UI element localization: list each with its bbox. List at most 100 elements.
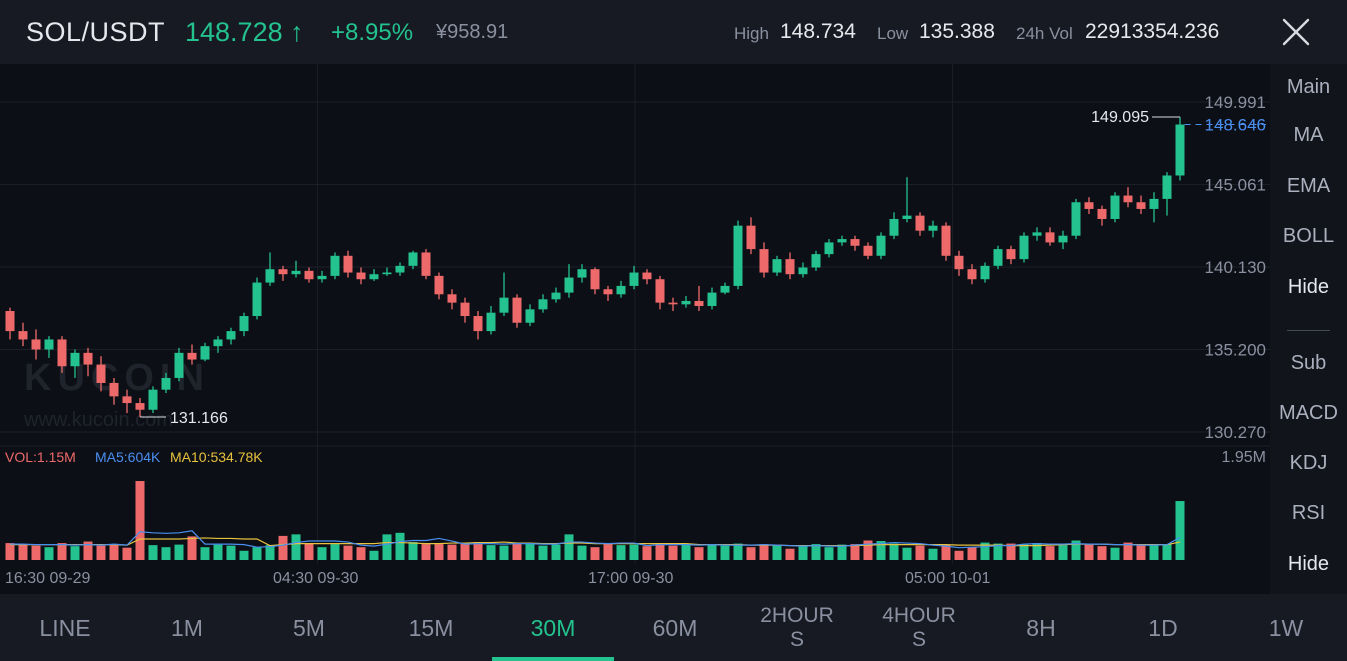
- candle-body: [928, 225, 938, 231]
- volume-bar: [395, 532, 405, 560]
- time-axis-label: 16:30 09-29: [5, 570, 91, 587]
- ma5-volume-line: [10, 530, 1181, 549]
- price-cny: ¥958.91: [436, 21, 509, 43]
- volume-bar: [44, 547, 54, 560]
- timeframe-1w[interactable]: 1W: [1268, 614, 1304, 641]
- candle-body: [720, 285, 730, 293]
- timeframe-5m[interactable]: 5M: [293, 614, 325, 641]
- close-icon[interactable]: [1280, 16, 1312, 48]
- volume-bar: [57, 543, 67, 560]
- candle-body: [213, 339, 223, 347]
- price-axis-label: 149.991: [1205, 93, 1266, 112]
- candle-body: [369, 274, 379, 280]
- timeframe-60m[interactable]: 60M: [652, 614, 698, 641]
- timeframe-1d[interactable]: 1D: [1148, 614, 1178, 641]
- ma10-legend: MA10:534.78K: [170, 449, 263, 465]
- kucoin-watermark: KUCOIN www.kucoin.com: [23, 357, 204, 431]
- candle-body: [96, 364, 106, 383]
- sub-indicator-hide[interactable]: Hide: [1287, 553, 1330, 575]
- price-axis-label: 145.061: [1205, 176, 1266, 195]
- candle-body: [902, 215, 912, 219]
- timeframe-30m[interactable]: 30M: [492, 594, 614, 661]
- volume-bar: [564, 534, 574, 560]
- price-axis-label: 135.200: [1205, 341, 1266, 360]
- timeframe-line[interactable]: LINE: [39, 614, 91, 641]
- indicator-macd[interactable]: MACD: [1279, 402, 1338, 424]
- candle-body: [486, 312, 496, 332]
- timeframe-4hours[interactable]: 4HOUR S: [882, 603, 956, 651]
- timeframe-8h[interactable]: 8H: [1026, 614, 1056, 641]
- volume-bar: [239, 550, 249, 560]
- timeframe-15m[interactable]: 15M: [408, 614, 454, 641]
- candle-body: [57, 339, 67, 367]
- candle-body: [798, 267, 808, 275]
- volume-bar: [317, 547, 327, 560]
- candle-body: [746, 225, 756, 250]
- volume-bar: [1058, 545, 1068, 560]
- volume-bar: [122, 547, 132, 560]
- volume-bar: [1097, 546, 1107, 560]
- candle-body: [200, 346, 210, 360]
- candle-body: [252, 282, 262, 317]
- candle-body: [460, 302, 470, 317]
- candle-body: [265, 269, 275, 283]
- indicator-boll[interactable]: BOLL: [1282, 225, 1335, 247]
- volume-bar: [616, 545, 626, 560]
- volume-bar: [850, 544, 860, 560]
- volume-bar: [902, 547, 912, 560]
- candle-body: [694, 300, 704, 306]
- candle-body: [863, 245, 873, 256]
- volume-bar: [655, 543, 665, 560]
- volume-bar: [5, 543, 15, 560]
- timeframe-1m[interactable]: 1M: [171, 614, 203, 641]
- volume-bar: [993, 543, 1003, 560]
- candlestick-chart[interactable]: KUCOIN www.kucoin.com 149.991 145.061 140.…: [0, 64, 1270, 594]
- ma5-legend: MA5:604K: [95, 449, 161, 465]
- volume-bar: [1162, 544, 1172, 560]
- volume-bar: [603, 544, 613, 560]
- candle-body: [525, 309, 535, 323]
- candle-body: [1149, 198, 1159, 209]
- volume-bar: [369, 550, 379, 560]
- volume-bar: [1110, 547, 1120, 560]
- volume-bar: [1032, 543, 1042, 560]
- candle-body: [824, 242, 834, 255]
- main-indicator-hide[interactable]: Hide: [1287, 276, 1330, 298]
- indicator-rsi[interactable]: RSI: [1291, 502, 1326, 524]
- candle-body: [499, 297, 509, 313]
- candle-body: [967, 269, 977, 280]
- volume-value: 22913354.236: [1085, 20, 1220, 43]
- timeframe-bar: LINE 1M 5M 15M 30M 60M 2HOUR S 4HOUR S 8H 1D 1W: [0, 594, 1347, 661]
- candle-body: [395, 265, 405, 273]
- volume-bar: [421, 544, 431, 560]
- volume-bar: [746, 547, 756, 560]
- candle-body: [915, 215, 925, 231]
- volume-bar: [408, 542, 418, 560]
- high-value: 148.734: [780, 20, 856, 43]
- volume-bar: [1006, 543, 1016, 560]
- timeframe-2hours[interactable]: 2HOUR S: [760, 603, 834, 651]
- volume-bar: [161, 547, 171, 560]
- candle-body: [330, 255, 340, 276]
- volume-bar: [577, 545, 587, 560]
- candle-body: [421, 252, 431, 276]
- indicator-kdj[interactable]: KDJ: [1289, 452, 1328, 474]
- candle-body: [1019, 235, 1029, 260]
- price-up-arrow-icon: ↑: [290, 17, 304, 47]
- candle-body: [239, 316, 249, 332]
- candle-body: [603, 289, 613, 295]
- sub-indicator-heading: Sub: [1290, 352, 1327, 374]
- indicator-ma[interactable]: MA: [1293, 124, 1324, 146]
- candle-body: [941, 225, 951, 256]
- volume-bar: [447, 544, 457, 560]
- volume-bar: [343, 545, 353, 560]
- volume-bar: [356, 547, 366, 560]
- volume-bar: [538, 545, 548, 560]
- candle-body: [1136, 202, 1146, 209]
- volume-bar: [1084, 544, 1094, 560]
- candle-body: [811, 254, 821, 268]
- indicator-ema[interactable]: EMA: [1286, 175, 1331, 197]
- volume-bar: [70, 546, 80, 560]
- volume-bar: [109, 544, 119, 560]
- volume-bar: [980, 542, 990, 560]
